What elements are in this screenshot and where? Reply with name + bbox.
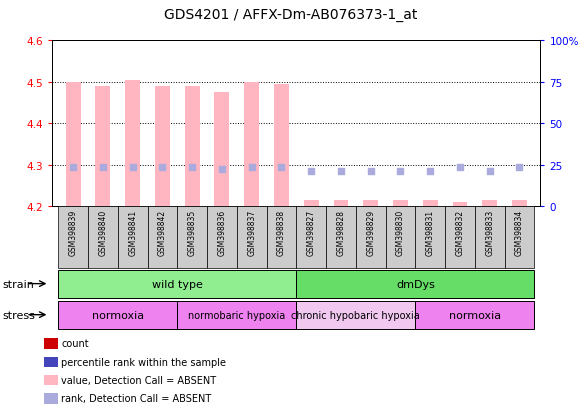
Bar xyxy=(333,200,349,206)
Point xyxy=(515,165,524,171)
Point xyxy=(98,165,107,171)
Text: normoxia: normoxia xyxy=(449,310,501,320)
Bar xyxy=(415,301,535,329)
Bar xyxy=(58,301,177,329)
Bar xyxy=(296,206,326,268)
Text: normobaric hypoxia: normobaric hypoxia xyxy=(188,310,285,320)
Bar xyxy=(453,202,468,206)
Bar xyxy=(58,206,88,268)
Text: value, Detection Call = ABSENT: value, Detection Call = ABSENT xyxy=(61,375,216,385)
Bar xyxy=(274,85,289,206)
Bar xyxy=(66,83,81,206)
Text: chronic hypobaric hypoxia: chronic hypobaric hypoxia xyxy=(292,310,420,320)
Point xyxy=(485,168,494,175)
Point xyxy=(336,168,346,175)
Bar xyxy=(267,206,296,268)
Bar xyxy=(214,93,229,206)
Bar xyxy=(207,206,237,268)
Bar xyxy=(356,206,386,268)
Point xyxy=(188,165,197,171)
Point xyxy=(396,168,405,175)
Bar xyxy=(58,270,296,298)
Text: GSM398828: GSM398828 xyxy=(336,210,346,256)
Bar xyxy=(296,301,415,329)
Text: percentile rank within the sample: percentile rank within the sample xyxy=(61,357,226,367)
Text: GSM398831: GSM398831 xyxy=(426,210,435,256)
Bar xyxy=(177,206,207,268)
Bar xyxy=(95,87,110,206)
Text: wild type: wild type xyxy=(152,279,203,289)
Bar xyxy=(185,87,200,206)
Bar xyxy=(423,200,437,206)
Text: rank, Detection Call = ABSENT: rank, Detection Call = ABSENT xyxy=(61,393,211,404)
Bar xyxy=(482,200,497,206)
Text: GDS4201 / AFFX-Dm-AB076373-1_at: GDS4201 / AFFX-Dm-AB076373-1_at xyxy=(164,8,417,22)
Text: GSM398827: GSM398827 xyxy=(307,210,315,256)
Text: GSM398832: GSM398832 xyxy=(456,210,464,256)
Bar xyxy=(445,206,475,268)
Bar xyxy=(393,200,408,206)
Text: GSM398839: GSM398839 xyxy=(69,210,78,256)
Text: GSM398842: GSM398842 xyxy=(158,210,167,256)
Text: GSM398838: GSM398838 xyxy=(277,210,286,256)
Point xyxy=(456,165,465,171)
Point xyxy=(247,165,256,171)
Bar xyxy=(512,200,527,206)
Bar xyxy=(386,206,415,268)
Text: count: count xyxy=(61,338,89,348)
Bar xyxy=(148,206,177,268)
Text: GSM398841: GSM398841 xyxy=(128,210,137,256)
Text: GSM398837: GSM398837 xyxy=(247,210,256,256)
Bar xyxy=(326,206,356,268)
Text: GSM398829: GSM398829 xyxy=(366,210,375,256)
Bar xyxy=(415,206,445,268)
Text: GSM398835: GSM398835 xyxy=(188,210,196,256)
Bar xyxy=(155,87,170,206)
Bar xyxy=(296,270,535,298)
Point xyxy=(69,165,78,171)
Text: normoxia: normoxia xyxy=(92,310,144,320)
Bar xyxy=(118,206,148,268)
Bar xyxy=(304,200,318,206)
Point xyxy=(217,166,227,173)
Text: GSM398840: GSM398840 xyxy=(98,210,107,256)
Bar xyxy=(125,81,140,206)
Bar xyxy=(177,301,296,329)
Text: GSM398834: GSM398834 xyxy=(515,210,524,256)
Point xyxy=(366,168,375,175)
Point xyxy=(277,165,286,171)
Text: GSM398836: GSM398836 xyxy=(217,210,227,256)
Bar xyxy=(237,206,267,268)
Bar xyxy=(475,206,505,268)
Point xyxy=(128,165,137,171)
Bar xyxy=(363,200,378,206)
Text: dmDys: dmDys xyxy=(396,279,435,289)
Text: GSM398830: GSM398830 xyxy=(396,210,405,256)
Bar xyxy=(505,206,535,268)
Point xyxy=(158,165,167,171)
Point xyxy=(425,168,435,175)
Bar xyxy=(244,83,259,206)
Text: stress: stress xyxy=(3,310,36,320)
Text: GSM398833: GSM398833 xyxy=(485,210,494,256)
Text: strain: strain xyxy=(3,279,35,289)
Bar xyxy=(88,206,118,268)
Point xyxy=(307,168,316,175)
